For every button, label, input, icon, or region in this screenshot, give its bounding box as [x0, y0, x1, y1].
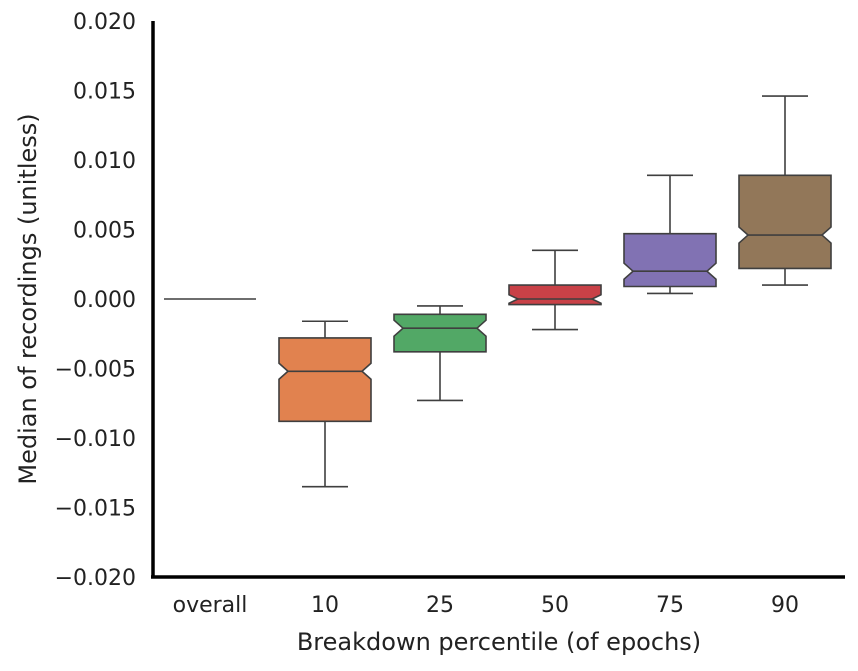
box-10 [278, 320, 372, 488]
x-axis-ticks: overall 10 25 50 75 90 [173, 593, 799, 618]
y-axis-ticks: 0.020 0.015 0.010 0.005 0.000 −0.005 −0.010 −0.… [55, 10, 136, 591]
box-body [508, 284, 602, 306]
x-tick-label: 10 [311, 593, 339, 618]
y-tick-label: 0.010 [73, 149, 136, 174]
box-body [623, 232, 717, 288]
y-tick-label: −0.005 [55, 358, 136, 383]
box-50 [508, 249, 602, 331]
box-25 [393, 305, 487, 402]
y-tick-label: 0.020 [73, 10, 136, 35]
box-75 [623, 174, 717, 295]
x-tick-label: overall [173, 593, 248, 618]
y-tick-label: −0.010 [55, 427, 136, 452]
y-tick-label: −0.015 [55, 497, 136, 522]
box-body [278, 337, 372, 423]
x-tick-label: 25 [426, 593, 454, 618]
x-axis-label: Breakdown percentile (of epochs) [297, 628, 701, 656]
box-body [393, 313, 487, 353]
y-tick-label: 0.000 [73, 288, 136, 313]
boxes-layer [164, 95, 832, 488]
y-tick-label: −0.020 [55, 566, 136, 591]
y-tick-label: 0.015 [73, 80, 136, 105]
x-tick-label: 75 [656, 593, 684, 618]
x-tick-label: 90 [771, 593, 799, 618]
y-axis-label: Median of recordings (unitless) [14, 113, 42, 484]
box-90 [738, 95, 832, 286]
box-body [738, 174, 832, 270]
x-tick-label: 50 [541, 593, 569, 618]
y-tick-label: 0.005 [73, 219, 136, 244]
